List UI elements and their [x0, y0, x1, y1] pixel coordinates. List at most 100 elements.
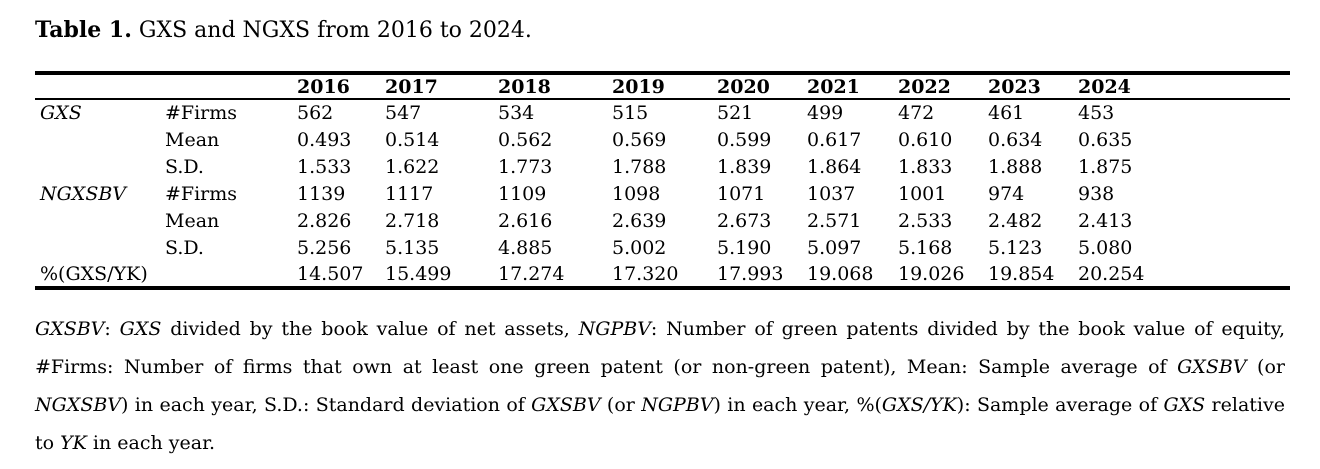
cell-value: 1001	[898, 182, 947, 205]
cell-value: 562	[297, 102, 334, 124]
cell-value: 1.788	[612, 155, 667, 178]
footnote-text: ): Sample average of	[956, 394, 1164, 416]
cell-value: 938	[1078, 182, 1115, 205]
cell-value: 5.080	[1078, 236, 1133, 259]
table-row: %(GXS/YK) 14.507 15.499 17.274 17.320 17.993 1…	[35, 261, 1290, 288]
table-row: S.D. 5.256 5.135 4.885 5.002 5.190 5.097 5.168 5…	[35, 234, 1290, 261]
cell-value: 17.274	[498, 262, 565, 285]
cell-value: 2.639	[612, 209, 667, 232]
data-table: 2016 2017 2018 2019 2020 2021 2022 2023 …	[35, 71, 1290, 290]
year-header: 2017	[385, 73, 498, 100]
footnote-variable-italic: NGPBV	[578, 318, 651, 340]
cell-value: 14.507	[297, 262, 364, 285]
table-caption: Table 1. GXS and NGXS from 2016 to 2024.	[35, 16, 1290, 45]
cell-value: 5.097	[807, 236, 862, 259]
cell-value: 5.135	[385, 236, 440, 259]
footnote-variable-italic: GXS	[1163, 394, 1206, 416]
footnote-text: (or	[600, 394, 642, 416]
cell-value: 1109	[498, 182, 547, 205]
footnote-variable-italic: GXSBV	[1177, 356, 1247, 378]
cell-value: 1.773	[498, 155, 553, 178]
footnote-variable-italic: GXS/YK	[881, 394, 957, 416]
cell-value: 4.885	[498, 236, 553, 259]
cell-value: 547	[385, 102, 422, 124]
table-header: 2016 2017 2018 2019 2020 2021 2022 2023 …	[35, 73, 1290, 100]
cell-value: 2.826	[297, 209, 352, 232]
row-stat-label: S.D.	[165, 155, 204, 178]
year-header: 2022	[898, 73, 988, 100]
year-header: 2018	[498, 73, 612, 100]
cell-value: 0.493	[297, 128, 352, 151]
row-group-label: NGXSBV	[40, 182, 127, 205]
cell-value: 1.833	[898, 155, 953, 178]
cell-value: 0.617	[807, 128, 862, 151]
cell-value: 5.168	[898, 236, 953, 259]
table-row: Mean 0.493 0.514 0.562 0.569 0.599 0.617 0.610 0…	[35, 126, 1290, 153]
cell-value: 0.634	[988, 128, 1043, 151]
cell-value: 17.320	[612, 262, 679, 285]
table-body: GXS #Firms 562 547 534 515 521 499 472 461 453 Mean…	[35, 99, 1290, 288]
cell-value: 521	[717, 102, 754, 124]
cell-value: 5.002	[612, 236, 667, 259]
cell-value: 1.888	[988, 155, 1043, 178]
row-stat-label: #Firms	[165, 182, 238, 205]
cell-value: 5.190	[717, 236, 772, 259]
cell-value: 1.533	[297, 155, 352, 178]
year-header: 2023	[988, 73, 1078, 100]
footnote-variable-italic: YK	[60, 432, 87, 454]
footnote-variable-italic: GXSBV	[531, 394, 601, 416]
table-row: S.D. 1.533 1.622 1.773 1.788 1.839 1.864 1.833 1…	[35, 153, 1290, 180]
cell-value: 0.635	[1078, 128, 1133, 151]
footnote-text: ) in each year, S.D.: Standard deviation…	[121, 394, 532, 416]
cell-value: 515	[612, 102, 649, 124]
year-header: 2019	[612, 73, 717, 100]
table-row: Mean 2.826 2.718 2.616 2.639 2.673 2.571 2.533 2…	[35, 207, 1290, 234]
cell-value: 974	[988, 182, 1025, 205]
cell-value: 1.875	[1078, 155, 1133, 178]
cell-value: 461	[988, 102, 1025, 124]
table-row: NGXSBV #Firms 1139 1117 1109 1098 1071 1037 1001…	[35, 180, 1290, 207]
row-group-label	[35, 234, 165, 261]
footnote-variable-italic: GXSBV	[35, 318, 105, 340]
row-stat-label: #Firms	[165, 102, 238, 124]
year-header: 2021	[807, 73, 898, 100]
row-stat-label: Mean	[165, 128, 220, 151]
footnote-variable-italic: NGXSBV	[35, 394, 122, 416]
footnote-text: ) in each year, %(	[713, 394, 882, 416]
cell-value: 453	[1078, 102, 1115, 124]
cell-value: 2.673	[717, 209, 772, 232]
table-footnote: GXSBV: GXS divided by the book value of …	[35, 310, 1285, 462]
cell-value: 534	[498, 102, 535, 124]
cell-value: 1139	[297, 182, 346, 205]
footnote-text: (or	[1246, 356, 1285, 378]
empty-header-cell	[35, 73, 165, 100]
cell-value: 0.610	[898, 128, 953, 151]
cell-value: 1117	[385, 182, 434, 205]
cell-value: 2.482	[988, 209, 1043, 232]
row-stat-label: Mean	[165, 209, 220, 232]
empty-header-cell	[165, 73, 297, 100]
cell-value: 2.533	[898, 209, 953, 232]
cell-value: 2.616	[498, 209, 553, 232]
cell-value: 19.068	[807, 262, 874, 285]
cell-value: 472	[898, 102, 935, 124]
year-header: 2020	[717, 73, 807, 100]
table-caption-text: GXS and NGXS from 2016 to 2024.	[131, 18, 532, 43]
footnote-variable-italic: NGPBV	[641, 394, 714, 416]
cell-value: 20.254	[1078, 262, 1145, 285]
row-group-label	[35, 126, 165, 153]
cell-value: 1.839	[717, 155, 772, 178]
year-header: 2024	[1078, 73, 1290, 100]
cell-value: 1037	[807, 182, 856, 205]
cell-value: 15.499	[385, 262, 452, 285]
table-caption-label: Table 1.	[35, 17, 132, 43]
row-group-label: %(GXS/YK)	[40, 262, 148, 285]
cell-value: 1071	[717, 182, 766, 205]
cell-value: 1.864	[807, 155, 862, 178]
cell-value: 0.569	[612, 128, 667, 151]
cell-value: 0.514	[385, 128, 440, 151]
cell-value: 2.718	[385, 209, 440, 232]
cell-value: 0.599	[717, 128, 772, 151]
footnote-text: :	[104, 318, 120, 340]
